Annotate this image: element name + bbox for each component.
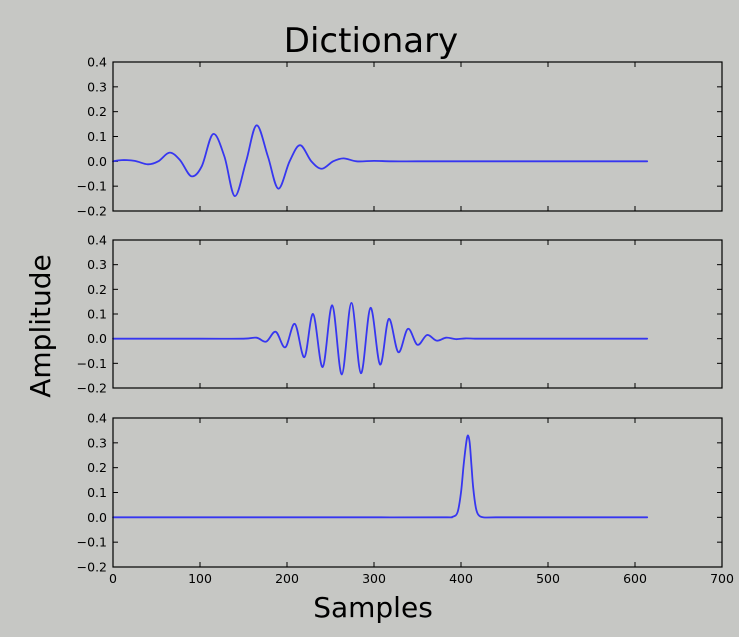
y-tick-label: −0.1 xyxy=(77,356,107,371)
series-line-1 xyxy=(112,124,649,198)
x-tick-label: 600 xyxy=(623,571,647,586)
subplot-1: 0.4 0.3 0.2 0.1 0.0 −0.1 −0.2 xyxy=(77,55,723,219)
y-tick-label: 0.4 xyxy=(87,55,107,70)
chart-title: Dictionary xyxy=(284,21,458,61)
y-tick-label: 0.3 xyxy=(87,79,107,94)
x-tick-label: 700 xyxy=(710,571,734,586)
subplot-2: 0.4 0.3 0.2 0.1 0.0 −0.1 −0.2 xyxy=(77,233,723,396)
series-line-2 xyxy=(112,301,649,376)
y-tick-label: 0.3 xyxy=(87,257,107,272)
y-tick-label: 0.2 xyxy=(87,104,107,119)
y-tick-label: −0.2 xyxy=(77,560,107,575)
subplot-3: 0.4 0.3 0.2 0.1 0.0 −0.1 −0.20 100 200 300 400 500 6… xyxy=(77,411,734,587)
subplots: 0.4 0.3 0.2 0.1 0.0 −0.1 −0.2 0.4 0.3 0.2 0.1 0.0 −0… xyxy=(77,55,734,587)
y-tick-label: −0.2 xyxy=(77,381,107,396)
y-tick-label: −0.1 xyxy=(77,179,107,194)
x-tick-label: 400 xyxy=(449,571,473,586)
y-tick-label: 0.4 xyxy=(87,411,107,426)
y-tick-label: −0.1 xyxy=(77,535,107,550)
y-tick-label: 0.0 xyxy=(87,510,107,525)
x-tick-label: 300 xyxy=(362,571,386,586)
y-tick-label: 0.3 xyxy=(87,435,107,450)
y-tick-label: 0.2 xyxy=(87,460,107,475)
x-tick-label: 500 xyxy=(536,571,560,586)
axes-frame xyxy=(112,239,723,389)
axes-frame xyxy=(112,417,723,568)
y-tick-label: −0.2 xyxy=(77,204,107,219)
y-tick-label: 0.1 xyxy=(87,307,107,322)
y-axis-label: Amplitude xyxy=(24,254,57,398)
x-tick-label: 100 xyxy=(188,571,212,586)
axes-frame xyxy=(112,61,723,212)
y-tick-label: 0.1 xyxy=(87,485,107,500)
x-axis-label: Samples xyxy=(313,591,433,624)
y-tick-label: 0.1 xyxy=(87,129,107,144)
x-tick-label: 200 xyxy=(275,571,299,586)
y-tick-label: 0.4 xyxy=(87,233,107,248)
y-tick-label: 0.0 xyxy=(87,154,107,169)
y-tick-label: 0.2 xyxy=(87,282,107,297)
series-line-3 xyxy=(112,434,649,519)
x-tick-label: 0 xyxy=(109,571,117,586)
y-tick-label: 0.0 xyxy=(87,331,107,346)
